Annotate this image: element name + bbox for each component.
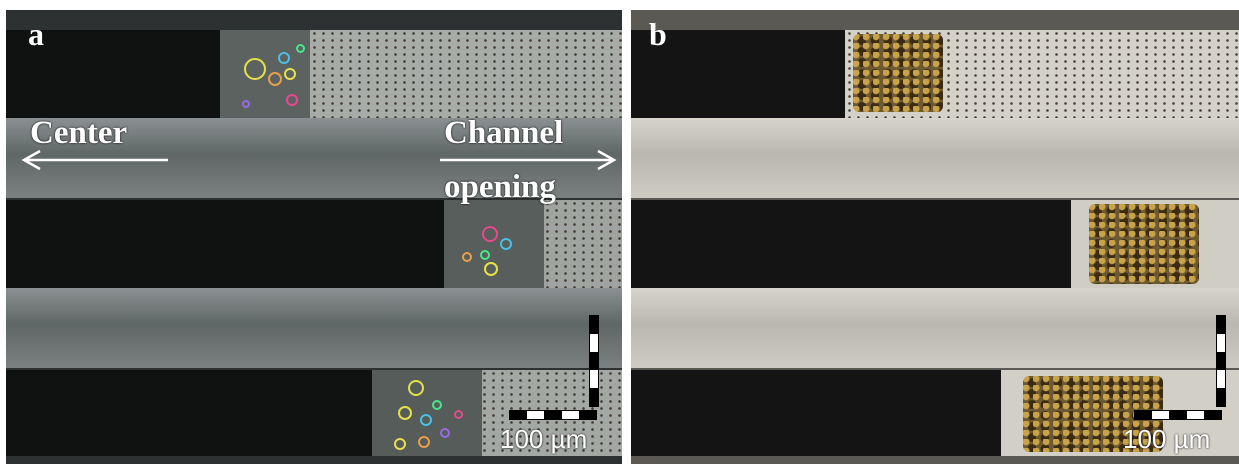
scale-bar-horizontal	[1134, 410, 1222, 420]
droplet	[462, 252, 472, 262]
panel-label-a: a	[28, 16, 44, 52]
channel-2	[6, 200, 622, 288]
center-label: Center	[30, 115, 128, 151]
droplet	[418, 436, 430, 448]
scale-label-a: 100 µm	[500, 424, 588, 454]
scale-bar-horizontal	[509, 410, 597, 420]
droplet	[480, 250, 490, 260]
droplet	[394, 438, 406, 450]
opening-label: opening	[444, 169, 556, 205]
deposit-2	[1089, 204, 1199, 284]
panel-divider	[622, 0, 631, 464]
droplet	[398, 406, 412, 420]
droplet	[268, 72, 282, 86]
deposit-1	[853, 34, 943, 112]
channel-3	[631, 370, 1239, 456]
channel-wall-top	[631, 10, 1239, 30]
rib-1	[631, 118, 1239, 198]
droplet	[420, 414, 432, 426]
channel-1	[631, 30, 1239, 118]
droplet	[286, 94, 298, 106]
droplet	[500, 238, 512, 250]
scale-bar-vertical	[589, 315, 599, 407]
channel-1	[6, 30, 622, 118]
droplet	[244, 58, 266, 80]
arrow-left-icon	[21, 149, 168, 171]
arrow-right-icon	[440, 149, 617, 171]
scale-label-b: 100 µm	[1123, 424, 1211, 454]
droplet	[278, 52, 290, 64]
droplet	[454, 410, 463, 419]
droplet	[284, 68, 296, 80]
rib-1	[6, 118, 622, 198]
droplet	[296, 44, 305, 53]
channel-wall-top	[6, 10, 622, 30]
panel-label-b: b	[649, 16, 667, 52]
rib-2	[6, 288, 622, 368]
droplet	[408, 380, 424, 396]
droplet	[484, 262, 498, 276]
droplet	[242, 100, 250, 108]
droplet	[482, 226, 498, 242]
channel-label: Channel	[444, 115, 564, 151]
droplet	[432, 400, 442, 410]
channel-2	[631, 200, 1239, 288]
micrograph-panel-a: a Center Channel opening 100 µm	[6, 10, 622, 464]
droplet	[440, 428, 450, 438]
rib-2	[631, 288, 1239, 368]
micrograph-panel-b: b 100 µm	[631, 10, 1239, 464]
scale-bar-vertical	[1216, 315, 1226, 407]
droplet-cluster-1	[220, 30, 310, 118]
